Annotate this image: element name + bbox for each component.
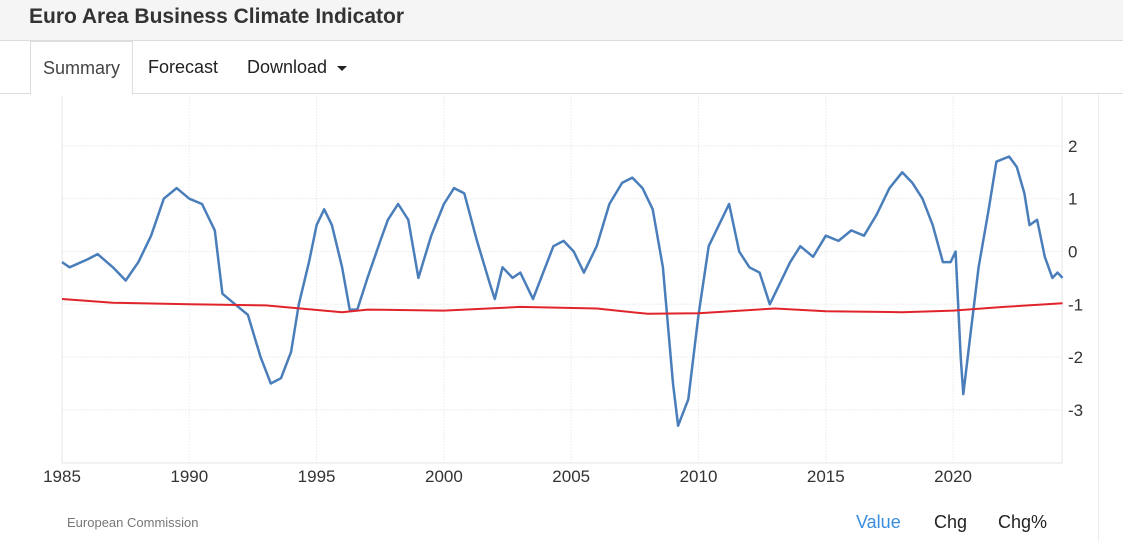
chg-button[interactable]: Chg <box>934 512 968 532</box>
x-tick-label: 2005 <box>552 467 590 486</box>
y-tick-label: -3 <box>1068 401 1083 420</box>
climate-series-line <box>61 155 1064 427</box>
x-tick-label: 1995 <box>298 467 336 486</box>
chg-percent-button[interactable]: Chg% <box>998 512 1048 532</box>
y-tick-label: 0 <box>1068 243 1077 262</box>
y-tick-label: 2 <box>1068 137 1077 156</box>
y-tick-label: 1 <box>1068 190 1077 209</box>
x-tick-label: 2015 <box>807 467 845 486</box>
x-tick-label: 1990 <box>170 467 208 486</box>
trend-series-line <box>61 298 1063 315</box>
y-tick-label: -2 <box>1068 348 1083 367</box>
divider <box>1098 94 1099 542</box>
tab-bar: Summary Forecast Download <box>0 41 1123 95</box>
x-tick-label: 2000 <box>425 467 463 486</box>
header: Euro Area Business Climate Indicator <box>0 0 1123 41</box>
download-label: Download <box>247 57 328 77</box>
tab-download[interactable]: Download <box>247 41 348 93</box>
y-tick-label: -1 <box>1068 295 1083 314</box>
value-button[interactable]: Value <box>856 512 901 532</box>
x-tick-label: 2010 <box>680 467 718 486</box>
tab-summary[interactable]: Summary <box>30 41 134 95</box>
page-title: Euro Area Business Climate Indicator <box>29 5 404 28</box>
source-label: European Commission <box>67 515 199 530</box>
x-tick-label: 1985 <box>43 467 81 486</box>
x-tick-label: 2020 <box>934 467 972 486</box>
caret-down-icon <box>337 65 348 71</box>
tab-forecast[interactable]: Forecast <box>148 57 219 77</box>
